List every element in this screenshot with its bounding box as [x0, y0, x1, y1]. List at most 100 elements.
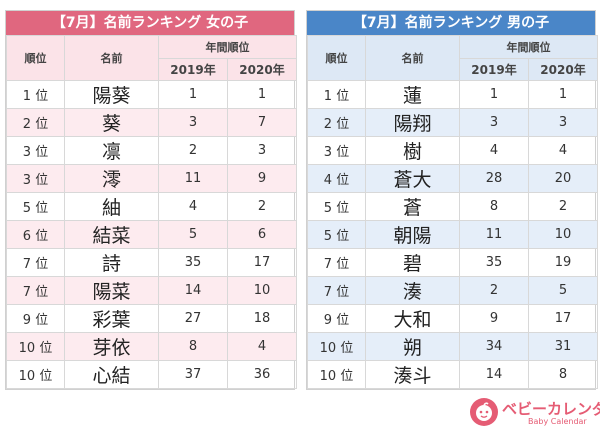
table-row: 7 位陽菜 14 10: [6, 276, 297, 305]
name-cell: 蒼: [365, 192, 460, 221]
rank-2020-cell: 2: [528, 192, 598, 221]
table-row: 9 位大和 9 17: [307, 304, 598, 333]
name-cell: 陽葵: [64, 80, 159, 109]
rank-cell: 9 位: [6, 304, 65, 333]
rank-2020-cell: 31: [528, 332, 598, 361]
rank-2019-cell: 4: [459, 136, 529, 165]
name-cell: 朝陽: [365, 220, 460, 249]
girls-ranking-title: 【7月】名前ランキング 女の子: [6, 11, 294, 35]
name-cell: 凛: [64, 136, 159, 165]
name-cell: 芽依: [64, 332, 159, 361]
table-row: 6 位結菜 5 6: [6, 220, 297, 249]
annual-rank-header: 年間順位: [158, 35, 297, 59]
rank-2020-cell: 4: [528, 136, 598, 165]
table-row: 2 位陽翔 3 3: [307, 108, 598, 137]
rank-2019-cell: 28: [459, 164, 529, 193]
rank-cell: 7 位: [6, 248, 65, 277]
rank-cell: 5 位: [307, 220, 366, 249]
rank-2020-cell: 19: [528, 248, 598, 277]
rank-2019-cell: 8: [459, 192, 529, 221]
rank-cell: 7 位: [6, 276, 65, 305]
rank-cell: 7 位: [307, 276, 366, 305]
rank-2019-cell: 4: [158, 192, 228, 221]
name-cell: 蓮: [365, 80, 460, 109]
rank-2020-cell: 3: [528, 108, 598, 137]
table-row: 9 位彩葉 27 18: [6, 304, 297, 333]
name-cell: 彩葉: [64, 304, 159, 333]
rank-2019-cell: 34: [459, 332, 529, 361]
annual-rank-header: 年間順位: [459, 35, 598, 59]
logo-text-jp: ベビーカレンダー: [502, 400, 600, 418]
rank-2019-cell: 14: [459, 360, 529, 389]
year-2019-header: 2019年: [158, 58, 228, 81]
rank-header: 順位: [307, 35, 366, 81]
rank-cell: 2 位: [307, 108, 366, 137]
rank-2020-cell: 6: [227, 220, 297, 249]
rank-2020-cell: 17: [227, 248, 297, 277]
rank-2019-cell: 11: [158, 164, 228, 193]
name-header: 名前: [365, 35, 460, 81]
rank-cell: 3 位: [6, 136, 65, 165]
rank-2019-cell: 27: [158, 304, 228, 333]
rank-cell: 6 位: [6, 220, 65, 249]
rank-2020-cell: 8: [528, 360, 598, 389]
rank-2020-cell: 7: [227, 108, 297, 137]
rank-cell: 4 位: [307, 164, 366, 193]
table-row: 10 位心結 37 36: [6, 360, 297, 389]
rank-cell: 9 位: [307, 304, 366, 333]
table-row: 4 位蒼大 28 20: [307, 164, 598, 193]
table-row: 5 位朝陽 11 10: [307, 220, 598, 249]
name-cell: 詩: [64, 248, 159, 277]
name-cell: 葵: [64, 108, 159, 137]
table-row: 7 位碧 35 19: [307, 248, 598, 277]
rank-2020-cell: 2: [227, 192, 297, 221]
boys-ranking-panel: 【7月】名前ランキング 男の子 順位 名前 年間順位 2019年 2020年 1…: [306, 10, 598, 390]
rank-2019-cell: 14: [158, 276, 228, 305]
rank-2019-cell: 2: [459, 276, 529, 305]
table-row: 10 位芽依 8 4: [6, 332, 297, 361]
table-row: 10 位湊斗 14 8: [307, 360, 598, 389]
name-header: 名前: [64, 35, 159, 81]
rank-2019-cell: 5: [158, 220, 228, 249]
rank-2020-cell: 1: [227, 80, 297, 109]
name-cell: 碧: [365, 248, 460, 277]
table-row: 7 位詩 35 17: [6, 248, 297, 277]
table-row: 3 位澪 11 9: [6, 164, 297, 193]
rank-cell: 2 位: [6, 108, 65, 137]
name-cell: 湊: [365, 276, 460, 305]
rank-2020-cell: 36: [227, 360, 297, 389]
name-cell: 心結: [64, 360, 159, 389]
rank-2019-cell: 35: [459, 248, 529, 277]
table-row: 1 位陽葵 1 1: [6, 80, 297, 109]
name-cell: 湊斗: [365, 360, 460, 389]
girls-ranking-panel: 【7月】名前ランキング 女の子 順位 名前 年間順位 2019年 2020年 1…: [5, 10, 297, 390]
year-2019-header: 2019年: [459, 58, 529, 81]
name-cell: 陽菜: [64, 276, 159, 305]
name-cell: 朔: [365, 332, 460, 361]
rank-header: 順位: [6, 35, 65, 81]
name-cell: 樹: [365, 136, 460, 165]
table-row: 10 位朔 34 31: [307, 332, 598, 361]
boys-ranking-title: 【7月】名前ランキング 男の子: [307, 11, 595, 35]
rank-2019-cell: 35: [158, 248, 228, 277]
rank-2020-cell: 3: [227, 136, 297, 165]
rank-2019-cell: 3: [158, 108, 228, 137]
rank-cell: 3 位: [307, 136, 366, 165]
rank-2020-cell: 9: [227, 164, 297, 193]
rank-2020-cell: 20: [528, 164, 598, 193]
year-2020-header: 2020年: [227, 58, 297, 81]
year-2020-header: 2020年: [528, 58, 598, 81]
rank-cell: 10 位: [307, 360, 366, 389]
rank-2019-cell: 1: [158, 80, 228, 109]
rank-cell: 10 位: [6, 332, 65, 361]
name-cell: 結菜: [64, 220, 159, 249]
rank-cell: 1 位: [307, 80, 366, 109]
name-cell: 大和: [365, 304, 460, 333]
rank-2020-cell: 10: [528, 220, 598, 249]
